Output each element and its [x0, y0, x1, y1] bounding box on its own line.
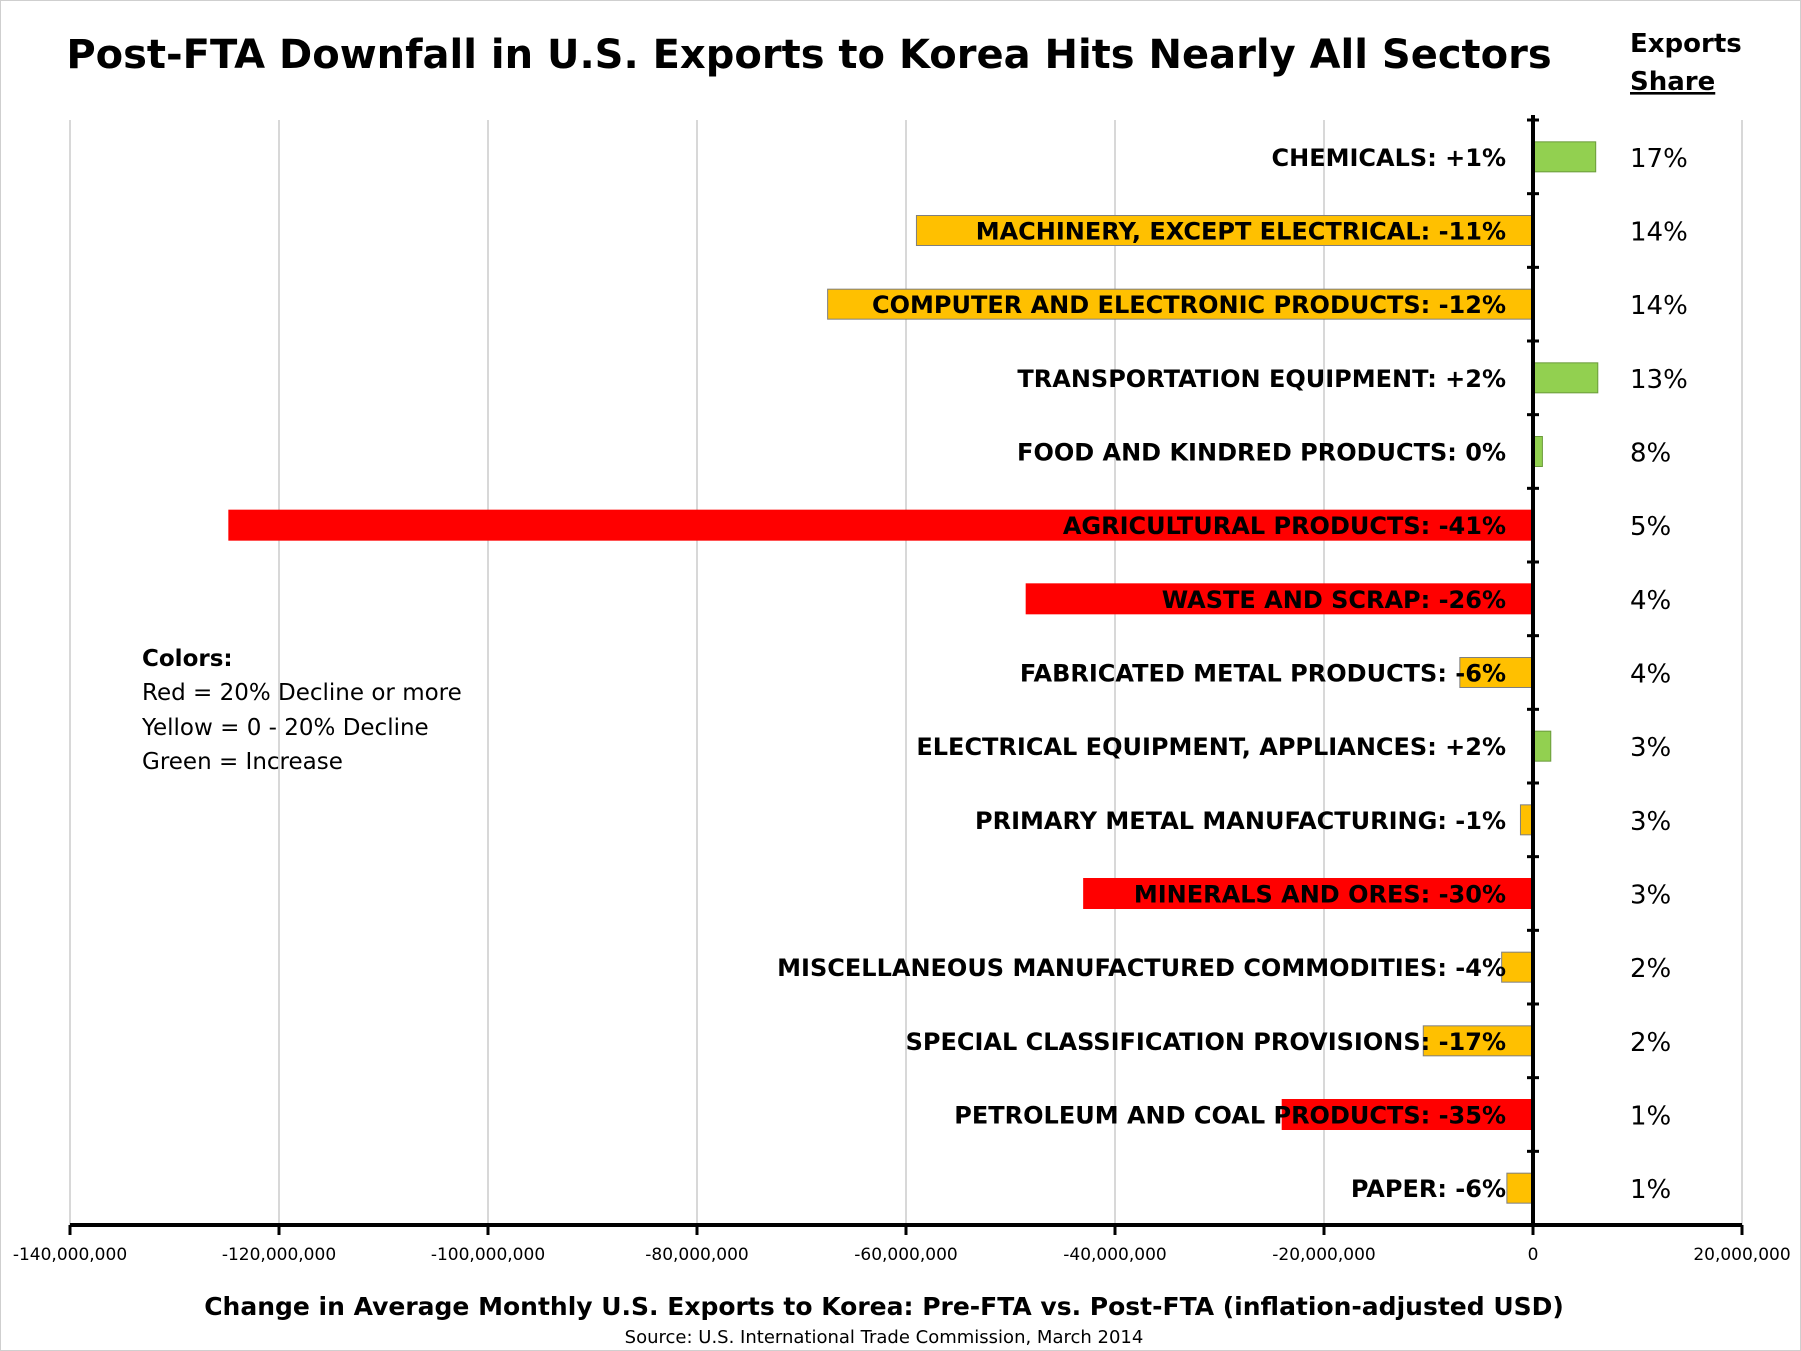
x-tick-label: 0 — [1528, 1245, 1539, 1265]
legend-item-green: Green = Increase — [142, 749, 343, 775]
bar — [1281, 1099, 1534, 1130]
category-label: MACHINERY, EXCEPT ELECTRICAL: -11% — [976, 218, 1506, 246]
bar — [1025, 583, 1534, 615]
share-labels: 17% 14% 14% 13% 8% 5% 4% 4% 3% 3% 3% 2% 2% 1% 1% — [1630, 144, 1688, 1205]
x-axis-label: Change in Average Monthly U.S. Exports t… — [204, 1292, 1564, 1321]
legend-item-red: Red = 20% Decline or more — [142, 680, 462, 706]
legend-item-yellow: Yellow = 0 - 20% Decline — [141, 715, 429, 741]
x-tick-label: -100,000,000 — [431, 1245, 545, 1265]
x-tick-label: -40,000,000 — [1063, 1245, 1166, 1265]
category-labels: CHEMICALS: +1% MACHINERY, EXCEPT ELECTRIC… — [777, 144, 1506, 1203]
share-value: 3% — [1630, 881, 1671, 911]
share-value: 1% — [1630, 1102, 1671, 1132]
share-value: 14% — [1630, 291, 1688, 321]
bars — [228, 141, 1599, 1204]
category-label: COMPUTER AND ELECTRONIC PRODUCTS: -12% — [872, 291, 1506, 319]
share-value: 2% — [1630, 954, 1671, 984]
chart-title: Post-FTA Downfall in U.S. Exports to Kor… — [66, 32, 1551, 78]
share-header-exports: Exports — [1630, 29, 1742, 59]
bar — [1532, 730, 1552, 762]
legend: Colors: Red = 20% Decline or more Yellow… — [141, 646, 462, 775]
share-value: 4% — [1630, 660, 1671, 690]
source-note: Source: U.S. International Trade Commiss… — [625, 1327, 1144, 1348]
bar — [1501, 951, 1534, 983]
share-value: 1% — [1630, 1175, 1671, 1205]
category-label: PRIMARY METAL MANUFACTURING: -1% — [975, 807, 1506, 835]
category-label: WASTE AND SCRAP: -26% — [1162, 586, 1506, 614]
bar — [1083, 878, 1534, 909]
bar — [1506, 1172, 1534, 1204]
x-tick-label: -60,000,000 — [854, 1245, 957, 1265]
bar — [1532, 141, 1597, 173]
x-tick-label: -120,000,000 — [222, 1245, 336, 1265]
share-value: 5% — [1630, 512, 1671, 542]
share-header-share: Share — [1630, 67, 1715, 97]
category-label: FOOD AND KINDRED PRODUCTS: 0% — [1017, 439, 1506, 467]
share-value: 3% — [1630, 807, 1671, 837]
share-value: 4% — [1630, 586, 1671, 616]
x-tick-label: -20,000,000 — [1272, 1245, 1375, 1265]
category-label: MISCELLANEOUS MANUFACTURED COMMODITIES: … — [777, 954, 1506, 982]
legend-title: Colors: — [142, 646, 233, 672]
share-value: 2% — [1630, 1028, 1671, 1058]
category-label: SPECIAL CLASSIFICATION PROVISIONS: -17% — [906, 1028, 1506, 1056]
category-label: PETROLEUM AND COAL PRODUCTS: -35% — [954, 1102, 1506, 1130]
share-value: 17% — [1630, 144, 1688, 174]
x-tick-label: -80,000,000 — [645, 1245, 748, 1265]
share-value: 13% — [1630, 365, 1688, 395]
bar — [1422, 1025, 1534, 1057]
category-label: ELECTRICAL EQUIPMENT, APPLIANCES: +2% — [916, 733, 1506, 761]
category-label: PAPER: -6% — [1351, 1175, 1506, 1203]
share-value: 8% — [1630, 439, 1671, 469]
bar — [1459, 657, 1534, 688]
tick-labels: -140,000,000 -120,000,000 -100,000,000 -80,… — [13, 1245, 1791, 1265]
x-tick-label: 20,000,000 — [1693, 1245, 1790, 1265]
x-tick-label: -140,000,000 — [13, 1245, 127, 1265]
category-label: FABRICATED METAL PRODUCTS: -6% — [1020, 660, 1506, 688]
bar — [1532, 362, 1599, 394]
axes — [68, 115, 1744, 1235]
category-label: TRANSPORTATION EQUIPMENT: +2% — [1017, 365, 1506, 393]
category-label: MINERALS AND ORES: -30% — [1134, 881, 1506, 909]
category-label: AGRICULTURAL PRODUCTS: -41% — [1063, 512, 1506, 540]
category-label: CHEMICALS: +1% — [1272, 144, 1506, 172]
share-value: 14% — [1630, 218, 1688, 248]
share-value: 3% — [1630, 733, 1671, 763]
